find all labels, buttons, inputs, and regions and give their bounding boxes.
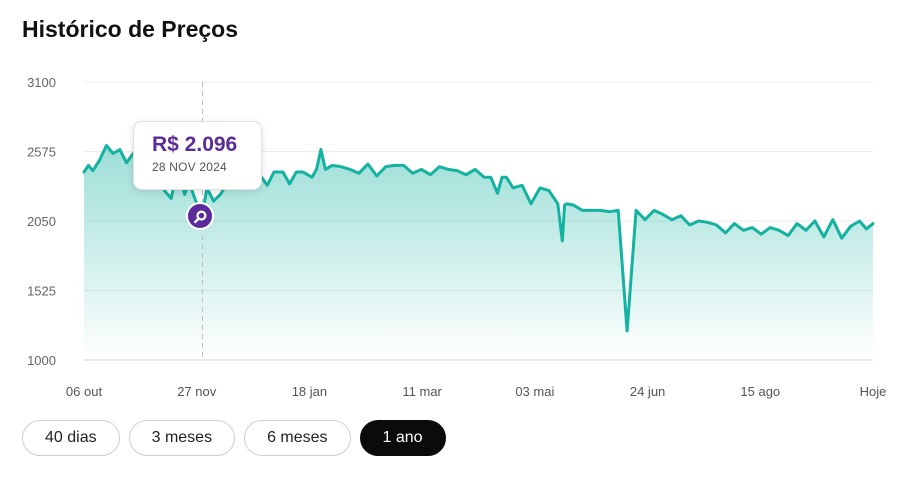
range-1-ano-button[interactable]: 1 ano bbox=[359, 420, 446, 456]
price-area-fill bbox=[84, 145, 873, 360]
x-tick-label: 15 ago bbox=[740, 384, 780, 399]
page-title: Histórico de Preços bbox=[22, 16, 239, 42]
price-history-chart: 3100 2575 2050 1525 1000 06 out 27 nov 18 jan 1… bbox=[27, 75, 886, 399]
x-tick-label: 18 jan bbox=[292, 384, 327, 399]
range-selector: 40 dias 3 meses 6 meses 1 ano bbox=[22, 420, 446, 456]
y-tick-label: 2575 bbox=[27, 145, 56, 160]
x-tick-label: 11 mar bbox=[402, 384, 442, 399]
range-6-meses-button[interactable]: 6 meses bbox=[244, 420, 351, 456]
x-tick-label: 24 jun bbox=[630, 384, 665, 399]
price-tooltip: R$ 2.096 28 NOV 2024 bbox=[133, 121, 262, 190]
tooltip-price: R$ 2.096 bbox=[152, 133, 238, 156]
x-tick-label: 27 nov bbox=[177, 384, 217, 399]
range-40-dias-button[interactable]: 40 dias bbox=[22, 420, 120, 456]
range-3-meses-button[interactable]: 3 meses bbox=[128, 420, 236, 456]
x-axis: 06 out 27 nov 18 jan 11 mar 03 mai 24 jun 15 a… bbox=[66, 384, 886, 399]
x-tick-label: 03 mai bbox=[515, 384, 554, 399]
x-tick-label: Hoje bbox=[860, 384, 887, 399]
y-tick-label: 3100 bbox=[27, 75, 56, 90]
y-tick-label: 2050 bbox=[27, 214, 56, 229]
x-tick-label: 06 out bbox=[66, 384, 103, 399]
y-axis: 3100 2575 2050 1525 1000 bbox=[27, 75, 56, 368]
tooltip-date: 28 NOV 2024 bbox=[152, 160, 227, 174]
y-tick-label: 1000 bbox=[27, 353, 56, 368]
y-tick-label: 1525 bbox=[27, 284, 56, 299]
search-icon[interactable] bbox=[186, 202, 214, 230]
